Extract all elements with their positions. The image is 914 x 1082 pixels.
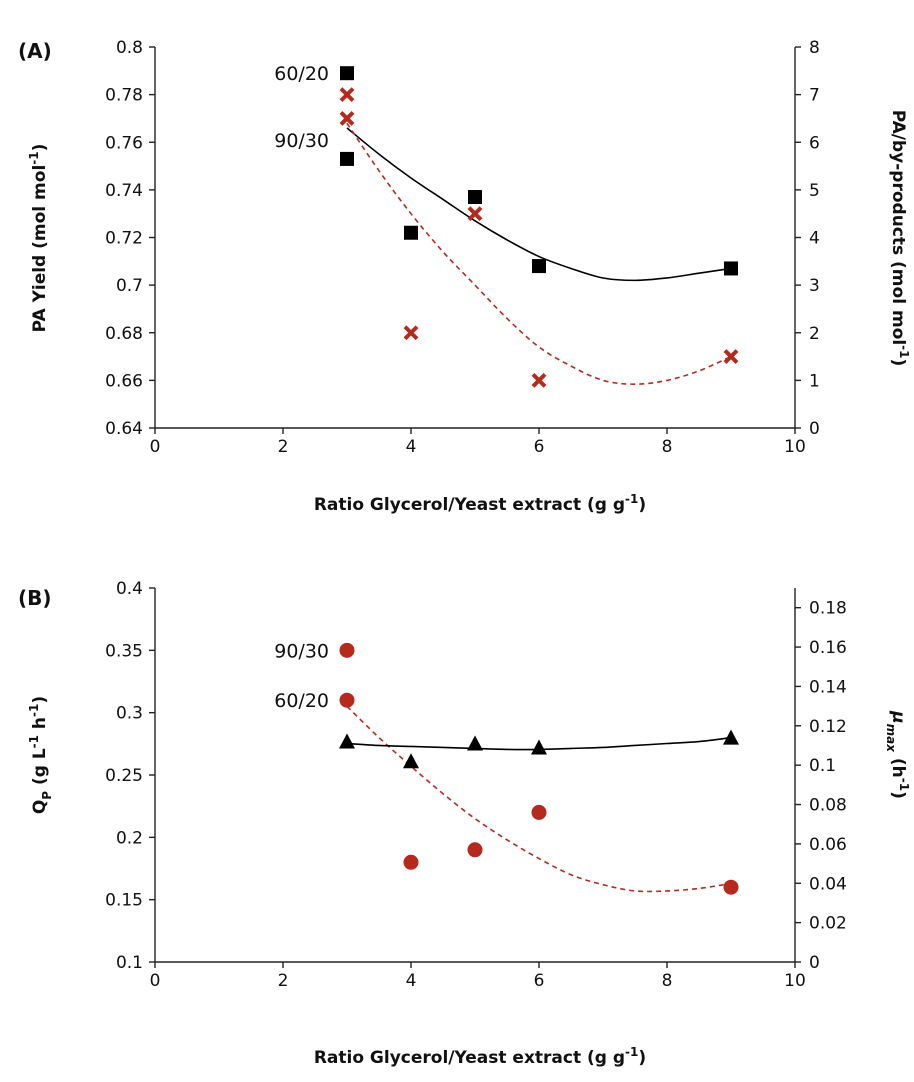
right-y-tick-label: 1 — [809, 371, 820, 391]
panel-b-annotation: 60/20 — [274, 690, 329, 712]
left-y-tick-label: 0.35 — [105, 641, 143, 661]
panel-b-series-0-point — [339, 642, 355, 658]
right-y-tick-label: 0.14 — [809, 677, 847, 697]
panel-b-series-1-point — [723, 729, 739, 745]
right-y-tick-label: 5 — [809, 181, 820, 201]
panel-b-series-1-point — [467, 735, 483, 751]
x-tick-label: 4 — [406, 971, 417, 991]
panel-a-series-1-point — [339, 87, 355, 103]
chart-panel-a: (A) 0 2 4 6 8 100.640.660.680.70.720.740.760.… — [18, 38, 911, 515]
right-y-tick-label: 3 — [809, 276, 820, 296]
panel-a-series-0-point — [724, 261, 738, 276]
left-y-tick-label: 0.78 — [105, 86, 143, 106]
panel-a-series-1-trendline — [346, 122, 732, 385]
x-tick-label: 6 — [534, 437, 545, 457]
panel-a-annotation: 60/20 — [274, 63, 329, 85]
right-y-tick-label: 0.06 — [809, 835, 847, 855]
x-tick-label: 2 — [278, 971, 289, 991]
panel-b-right-y-axis-label: μmax (h-1) — [884, 710, 911, 799]
panel-a-annotation: 90/30 — [274, 130, 329, 152]
left-y-tick-label: 0.68 — [105, 324, 143, 344]
left-y-tick-label: 0.66 — [105, 371, 143, 391]
panel-a-series-1-point — [339, 111, 355, 126]
panel-a-label: (A) — [18, 39, 52, 63]
panel-b-x-axis-label: Ratio Glycerol/Yeast extract (g g-1) — [314, 1045, 646, 1068]
left-y-tick-label: 0.7 — [116, 276, 143, 296]
right-y-tick-label: 4 — [809, 229, 820, 249]
panel-b-series-0-point — [531, 804, 547, 820]
x-tick-label: 10 — [784, 971, 806, 991]
panel-a-series-0-point — [340, 66, 354, 81]
right-y-tick-label: 7 — [809, 86, 820, 106]
x-tick-label: 4 — [406, 437, 417, 457]
panel-a-left-y-axis-label: PA Yield (mol mol-1) — [27, 144, 50, 333]
right-y-tick-label: 0 — [809, 419, 820, 439]
x-tick-label: 0 — [150, 971, 161, 991]
panel-a-series-1-point — [467, 206, 483, 222]
left-y-tick-label: 0.15 — [105, 891, 143, 911]
panel-a-plot-area: 0 2 4 6 8 100.640.660.680.70.720.740.760.780.… — [105, 38, 820, 457]
panel-b-label: (B) — [18, 586, 52, 610]
left-y-tick-label: 0.74 — [105, 181, 143, 201]
x-tick-label: 8 — [662, 437, 673, 457]
left-y-tick-label: 0.64 — [105, 419, 143, 439]
right-y-tick-label: 0.08 — [809, 796, 847, 816]
panel-a-series-1-point — [723, 349, 739, 364]
right-y-tick-label: 0.04 — [809, 874, 847, 894]
panel-b-series-1-point — [403, 753, 419, 769]
chart-panel-b: (B) 0 2 4 6 8 10 0.1 0.15 0.2 0.25 0.3 0.35 0.4 0 0.02… — [18, 579, 911, 1068]
x-tick-label: 8 — [662, 971, 673, 991]
right-y-tick-label: 8 — [809, 38, 820, 58]
panel-b-series-0-point — [339, 692, 355, 708]
panel-b-series-0-point — [403, 854, 419, 870]
left-y-tick-label: 0.4 — [116, 579, 143, 599]
x-tick-label: 2 — [278, 437, 289, 457]
left-y-tick-label: 0.8 — [116, 38, 143, 58]
panel-b-annotation: 90/30 — [274, 640, 329, 662]
right-y-tick-label: 0.12 — [809, 717, 847, 737]
panel-b-left-y-axis-label: QP (g L-1 h-1) — [27, 696, 54, 814]
panel-a-series-0-point — [340, 151, 354, 166]
panel-a-series-1-point — [403, 325, 419, 341]
panel-b-series-1-point — [339, 733, 355, 749]
right-y-tick-label: 2 — [809, 324, 820, 344]
left-y-tick-label: 0.3 — [116, 704, 143, 724]
panel-a-series-0-point — [468, 190, 482, 205]
left-y-tick-label: 0.76 — [105, 133, 143, 153]
panel-a-series-1-point — [531, 372, 547, 388]
right-y-tick-label: 6 — [809, 133, 820, 153]
left-y-tick-label: 0.25 — [105, 766, 143, 786]
x-tick-label: 6 — [534, 971, 545, 991]
left-y-tick-label: 0.72 — [105, 229, 143, 249]
panel-b-plot-area: 0 2 4 6 8 10 0.1 0.15 0.2 0.25 0.3 0.35 0.4 0 0.02 0.04… — [105, 579, 847, 991]
panel-a-series-0-point — [532, 259, 546, 274]
panel-b-series-0-point — [723, 879, 739, 895]
panel-b-series-0-point — [467, 842, 483, 858]
right-y-tick-label: 0.16 — [809, 638, 847, 658]
panel-b-series-0-trendline — [346, 705, 732, 893]
right-y-tick-label: 0.1 — [809, 756, 836, 776]
left-y-tick-label: 0.1 — [116, 953, 143, 973]
right-y-tick-label: 0.18 — [809, 599, 847, 619]
x-tick-label: 0 — [150, 437, 161, 457]
panel-b-series-1-point — [531, 739, 547, 755]
panel-a-series-0-point — [404, 225, 418, 240]
panel-a-right-y-axis-label: PA/by-products (mol mol-1) — [888, 110, 911, 367]
panel-a-series-0-trendline — [346, 127, 732, 282]
right-y-tick-label: 0 — [809, 953, 820, 973]
right-y-tick-label: 0.02 — [809, 914, 847, 934]
left-y-tick-label: 0.2 — [116, 828, 143, 848]
panel-a-x-axis-label: Ratio Glycerol/Yeast extract (g g-1) — [314, 492, 646, 515]
x-tick-label: 10 — [784, 437, 806, 457]
